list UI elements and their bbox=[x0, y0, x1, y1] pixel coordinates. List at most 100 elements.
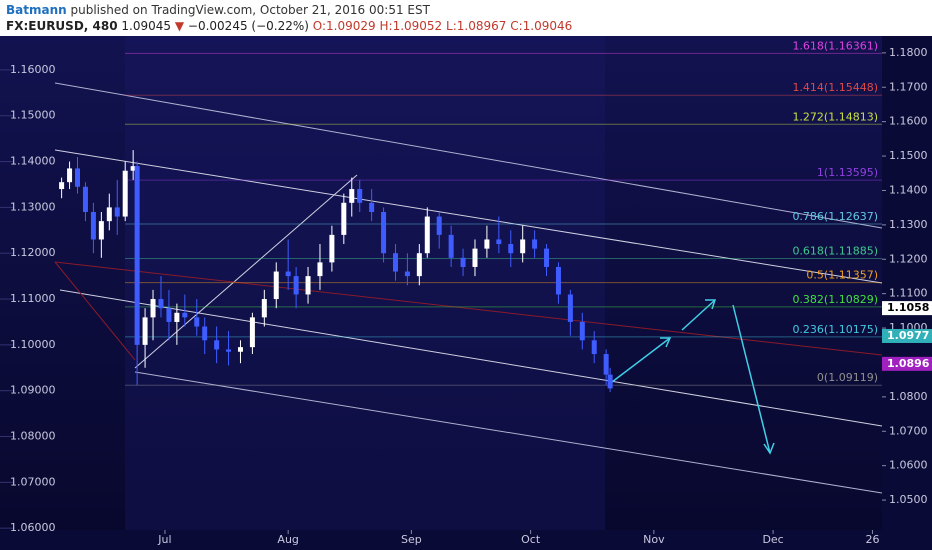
candle-body bbox=[404, 271, 410, 277]
arrow-head bbox=[660, 337, 672, 348]
fib-label: 0.786(1.12637) bbox=[792, 210, 878, 223]
arrow[interactable] bbox=[732, 304, 771, 454]
y-tick-label: 1.15000 bbox=[10, 109, 56, 122]
y-tick-label: 1.09000 bbox=[10, 384, 56, 397]
y2-tick-label: 1.0700 bbox=[889, 424, 928, 437]
y2-tick-label: 1.1300 bbox=[889, 218, 928, 231]
price-label: 1.0977 bbox=[887, 329, 929, 342]
arrow[interactable] bbox=[611, 337, 671, 383]
header-line: Batmann published on TradingView.com, Oc… bbox=[6, 3, 430, 17]
x-axis-panel bbox=[0, 530, 882, 550]
candle-body bbox=[567, 294, 573, 322]
x-tick-label: Dec bbox=[762, 533, 783, 546]
candle-body bbox=[194, 317, 200, 327]
y2-tick-label: 1.1800 bbox=[889, 46, 928, 59]
x-tick-label: Aug bbox=[277, 533, 298, 546]
candle-body bbox=[134, 166, 140, 345]
fib-label: 1(1.13595) bbox=[817, 166, 878, 179]
fib-label: 1.618(1.16361) bbox=[792, 39, 878, 52]
candle-body bbox=[603, 354, 609, 375]
y2-tick-label: 1.0500 bbox=[889, 493, 928, 506]
arrow[interactable] bbox=[681, 299, 716, 331]
price-label-bg bbox=[882, 328, 932, 343]
candle-body bbox=[329, 234, 335, 263]
candle-body bbox=[472, 248, 478, 267]
candle-body bbox=[114, 207, 120, 217]
candle-body bbox=[607, 374, 613, 389]
fib-label: 1.414(1.15448) bbox=[792, 81, 878, 94]
price-label: 1.1058 bbox=[887, 301, 929, 314]
x-tick-label: Nov bbox=[643, 533, 665, 546]
candle-body bbox=[579, 321, 585, 341]
y-tick-label: 1.16000 bbox=[10, 63, 56, 76]
symbol[interactable]: FX:EURUSD, 480 bbox=[6, 19, 118, 33]
ohlc-close: C:1.09046 bbox=[510, 19, 573, 33]
candle-body bbox=[381, 211, 387, 254]
down-icon: ▼ bbox=[174, 19, 185, 33]
candle-body bbox=[158, 299, 164, 309]
candle-body bbox=[555, 266, 561, 295]
candle-body bbox=[369, 202, 375, 212]
candle-body bbox=[349, 189, 355, 203]
y2-tick-label: 1.1100 bbox=[889, 287, 928, 300]
x-tick-label: Oct bbox=[521, 533, 541, 546]
y2-tick-label: 1.1500 bbox=[889, 149, 928, 162]
y2-tick-label: 1.1700 bbox=[889, 80, 928, 93]
author[interactable]: Batmann bbox=[6, 3, 67, 17]
y2-tick-label: 1.1400 bbox=[889, 183, 928, 196]
trend-line[interactable] bbox=[134, 174, 358, 369]
y-tick-label: 1.06000 bbox=[10, 521, 56, 534]
candle-body bbox=[249, 317, 255, 348]
y2-tick-label: 1.1200 bbox=[889, 252, 928, 265]
candle-body bbox=[357, 189, 363, 203]
y-tick-label: 1.11000 bbox=[10, 292, 56, 305]
ohlc-high: H:1.09052 bbox=[379, 19, 443, 33]
x-tick-label: 26 bbox=[865, 533, 879, 546]
candle-body bbox=[544, 248, 550, 267]
right-axis-panel bbox=[882, 36, 932, 550]
last-price: 1.09045 bbox=[121, 19, 172, 33]
candle-body bbox=[214, 340, 220, 350]
candle-body bbox=[75, 168, 81, 187]
fib-label: 0.5(1.11357) bbox=[806, 269, 878, 282]
y2-tick-label: 1.0800 bbox=[889, 390, 928, 403]
price-label-bg bbox=[882, 356, 932, 371]
candle-body bbox=[317, 262, 323, 277]
candle-body bbox=[341, 202, 347, 235]
y-tick-label: 1.14000 bbox=[10, 155, 56, 168]
candle-body bbox=[182, 312, 188, 318]
fib-label: 0.236(1.10175) bbox=[792, 323, 878, 336]
candle-body bbox=[226, 349, 232, 352]
candle-body bbox=[424, 216, 430, 254]
y-tick-label: 1.07000 bbox=[10, 475, 56, 488]
arrows bbox=[611, 299, 775, 455]
highlight-region bbox=[125, 36, 605, 530]
trend-line[interactable] bbox=[54, 261, 136, 361]
candle-body bbox=[532, 239, 538, 249]
candle-body bbox=[106, 207, 112, 222]
y2-tick-label: 1.1600 bbox=[889, 115, 928, 128]
fib-label: 1.272(1.14813) bbox=[792, 110, 878, 123]
x-tick-label: Jul bbox=[157, 533, 171, 546]
candle-body bbox=[122, 170, 128, 217]
candle-body bbox=[436, 216, 442, 235]
x-tick-label: Sep bbox=[401, 533, 422, 546]
fib-label: 0(1.09119) bbox=[817, 371, 878, 384]
published: published on TradingView.com, October 21… bbox=[70, 3, 430, 17]
plot-background bbox=[0, 36, 882, 530]
channel-line[interactable] bbox=[54, 82, 883, 229]
channel-line[interactable] bbox=[134, 371, 883, 494]
channel-line[interactable] bbox=[54, 149, 883, 284]
candle-body bbox=[237, 347, 243, 352]
candle-body bbox=[273, 271, 279, 300]
candle-body bbox=[98, 221, 104, 240]
candle-body bbox=[166, 308, 172, 322]
trend-line[interactable] bbox=[54, 261, 883, 356]
candle-body bbox=[392, 253, 398, 272]
candle-body bbox=[293, 276, 299, 295]
arrow-head bbox=[705, 299, 717, 310]
candle-body bbox=[150, 299, 156, 318]
candle-body bbox=[448, 234, 454, 258]
chart: 1.16000 1.15000 1.14000 1.13000 1.12000 1.110… bbox=[0, 36, 932, 550]
